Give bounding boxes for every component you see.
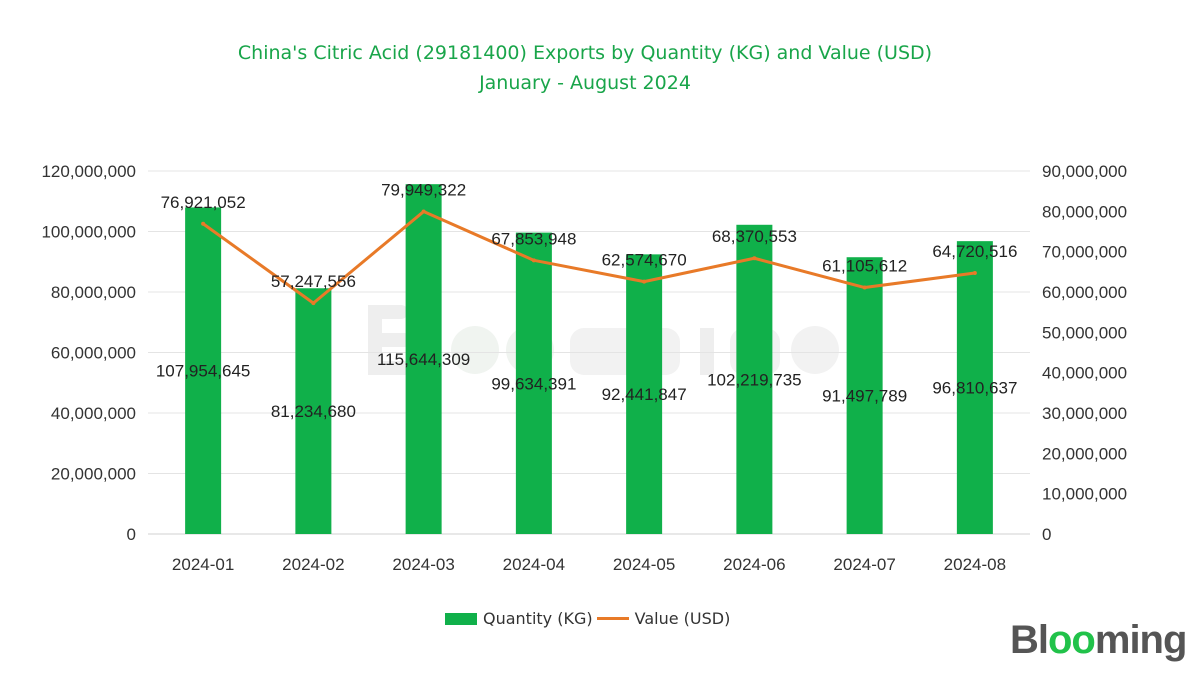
x-axis-tick: 2024-02: [282, 555, 344, 574]
point-value: [642, 279, 647, 284]
left-axis-tick: 40,000,000: [51, 404, 136, 423]
data-label-value: 76,921,052: [161, 193, 246, 212]
legend-swatch-quantity: [445, 612, 477, 625]
legend-label-value: Value (USD): [634, 609, 731, 628]
right-axis-tick: 90,000,000: [1042, 162, 1127, 181]
bar-quantity: [295, 288, 332, 534]
x-axis-tick: 2024-05: [613, 555, 675, 574]
left-axis-tick: 120,000,000: [41, 162, 136, 181]
x-axis-tick: 2024-01: [172, 555, 234, 574]
right-axis-tick: 50,000,000: [1042, 323, 1127, 342]
point-value: [421, 209, 426, 214]
data-label-quantity: 91,497,789: [822, 387, 907, 406]
x-axis-tick: 2024-03: [392, 555, 454, 574]
data-label-quantity: 99,634,391: [491, 374, 576, 393]
left-axis-tick: 0: [127, 525, 136, 544]
x-axis-tick: 2024-07: [833, 555, 895, 574]
subtitle-line: January - August 2024: [479, 72, 691, 94]
point-value: [862, 285, 867, 290]
legend-swatch-value: [596, 617, 629, 620]
data-label-quantity: 96,810,637: [932, 379, 1017, 398]
right-axis-tick: 60,000,000: [1042, 283, 1127, 302]
data-label-value: 68,370,553: [712, 227, 797, 246]
left-axis-tick: 80,000,000: [51, 283, 136, 302]
point-value: [311, 301, 316, 306]
data-label-value: 79,949,322: [381, 181, 466, 200]
right-axis-tick: 30,000,000: [1042, 404, 1127, 423]
bar-quantity: [515, 232, 552, 535]
data-label-value: 57,247,556: [271, 272, 356, 291]
bar-quantity: [626, 254, 663, 535]
data-label-quantity: 81,234,680: [271, 402, 356, 421]
data-label-quantity: 102,219,735: [707, 370, 802, 389]
bar-quantity: [846, 257, 883, 534]
data-label-value: 62,574,670: [602, 251, 687, 270]
right-axis-tick: 70,000,000: [1042, 243, 1127, 262]
right-axis-tick: 40,000,000: [1042, 364, 1127, 383]
point-value: [752, 256, 757, 261]
left-axis-tick: 20,000,000: [51, 465, 136, 484]
chart-title: China's Citric Acid (29181400) Exports b…: [0, 38, 1170, 98]
legend-label-quantity: Quantity (KG): [483, 609, 593, 628]
right-axis-tick: 10,000,000: [1042, 485, 1127, 504]
data-label-quantity: 107,954,645: [156, 362, 251, 381]
right-axis-tick: 20,000,000: [1042, 444, 1127, 463]
data-label-value: 64,720,516: [932, 242, 1017, 261]
right-axis-tick: 80,000,000: [1042, 202, 1127, 221]
left-axis-tick: 100,000,000: [41, 223, 136, 242]
title-line: China's Citric Acid (29181400) Exports b…: [237, 42, 933, 64]
data-label-quantity: 92,441,847: [602, 385, 687, 404]
legend: Quantity (KG) Value (USD): [445, 609, 730, 628]
data-label-value: 67,853,948: [491, 229, 576, 248]
line-value: [202, 210, 976, 305]
point-value: [531, 258, 536, 263]
bar-quantity: [736, 224, 773, 534]
data-label-value: 61,105,612: [822, 257, 907, 276]
data-label-quantity: 115,644,309: [377, 350, 470, 369]
bar-quantity: [956, 241, 993, 534]
bar-quantity: [405, 184, 442, 534]
right-axis-tick: 0: [1042, 525, 1051, 544]
x-axis-tick: 2024-06: [723, 555, 785, 574]
left-axis-tick: 60,000,000: [51, 344, 136, 363]
x-axis-tick: 2024-04: [503, 555, 565, 574]
point-value: [201, 221, 206, 226]
point-value: [972, 270, 977, 275]
blooming-logo: Blooming: [1010, 618, 1187, 662]
x-axis-tick: 2024-08: [944, 555, 1006, 574]
bar-quantity: [185, 207, 222, 534]
